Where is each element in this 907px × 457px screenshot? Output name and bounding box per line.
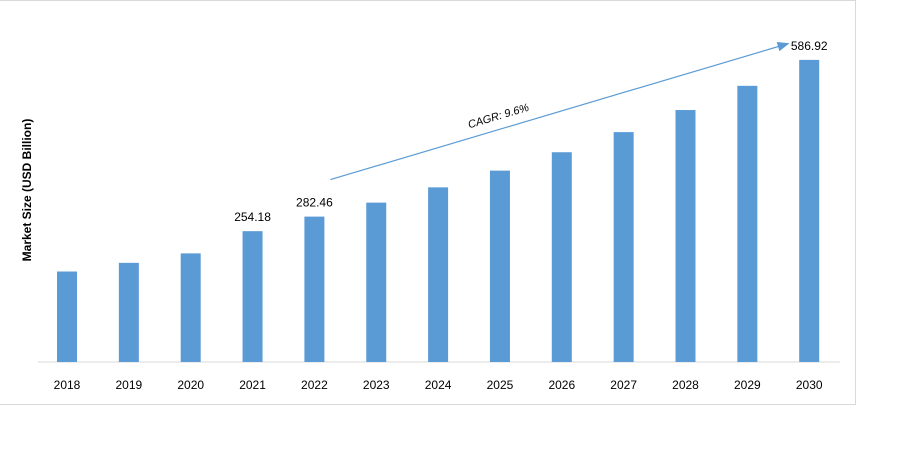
bar-2024 <box>428 187 449 362</box>
x-tick-2022: 2022 <box>301 378 328 392</box>
chart-frame <box>0 0 856 405</box>
bar-2030 <box>799 59 820 362</box>
bar-2021 <box>242 231 263 362</box>
x-tick-2025: 2025 <box>487 378 514 392</box>
x-tick-2030: 2030 <box>796 378 823 392</box>
x-tick-2021: 2021 <box>239 378 266 392</box>
bar-2020 <box>180 253 201 362</box>
x-tick-labels: 2018 2019 2020 2021 2022 2023 2024 2025 2026 2027… <box>54 378 823 392</box>
data-label-2022: 282.46 <box>296 196 333 210</box>
bar-2026 <box>551 152 572 362</box>
bar-2025 <box>489 170 510 362</box>
data-labels: 254.18 282.46 586.92 <box>234 39 828 224</box>
x-tick-2029: 2029 <box>734 378 761 392</box>
x-tick-2024: 2024 <box>425 378 452 392</box>
bar-2018 <box>57 271 77 362</box>
bars-group <box>57 59 820 363</box>
bar-2028 <box>675 110 696 363</box>
bar-2029 <box>737 85 758 363</box>
x-tick-2019: 2019 <box>115 378 142 392</box>
x-tick-2020: 2020 <box>177 378 204 392</box>
x-tick-2028: 2028 <box>672 378 699 392</box>
x-tick-2023: 2023 <box>363 378 390 392</box>
bar-2022 <box>304 216 325 362</box>
bar-2019 <box>118 262 139 362</box>
data-label-2030: 586.92 <box>791 39 828 53</box>
x-tick-2027: 2027 <box>610 378 637 392</box>
data-label-2021: 254.18 <box>234 210 271 224</box>
y-axis-label: Market Size (USD Billion) <box>20 119 34 262</box>
x-tick-2026: 2026 <box>548 378 575 392</box>
x-tick-2018: 2018 <box>54 378 81 392</box>
bar-2027 <box>613 132 634 362</box>
cagr-arrow <box>330 42 790 181</box>
cagr-annotation: CAGR: 9.6% <box>467 102 531 131</box>
bar-2023 <box>366 202 387 362</box>
